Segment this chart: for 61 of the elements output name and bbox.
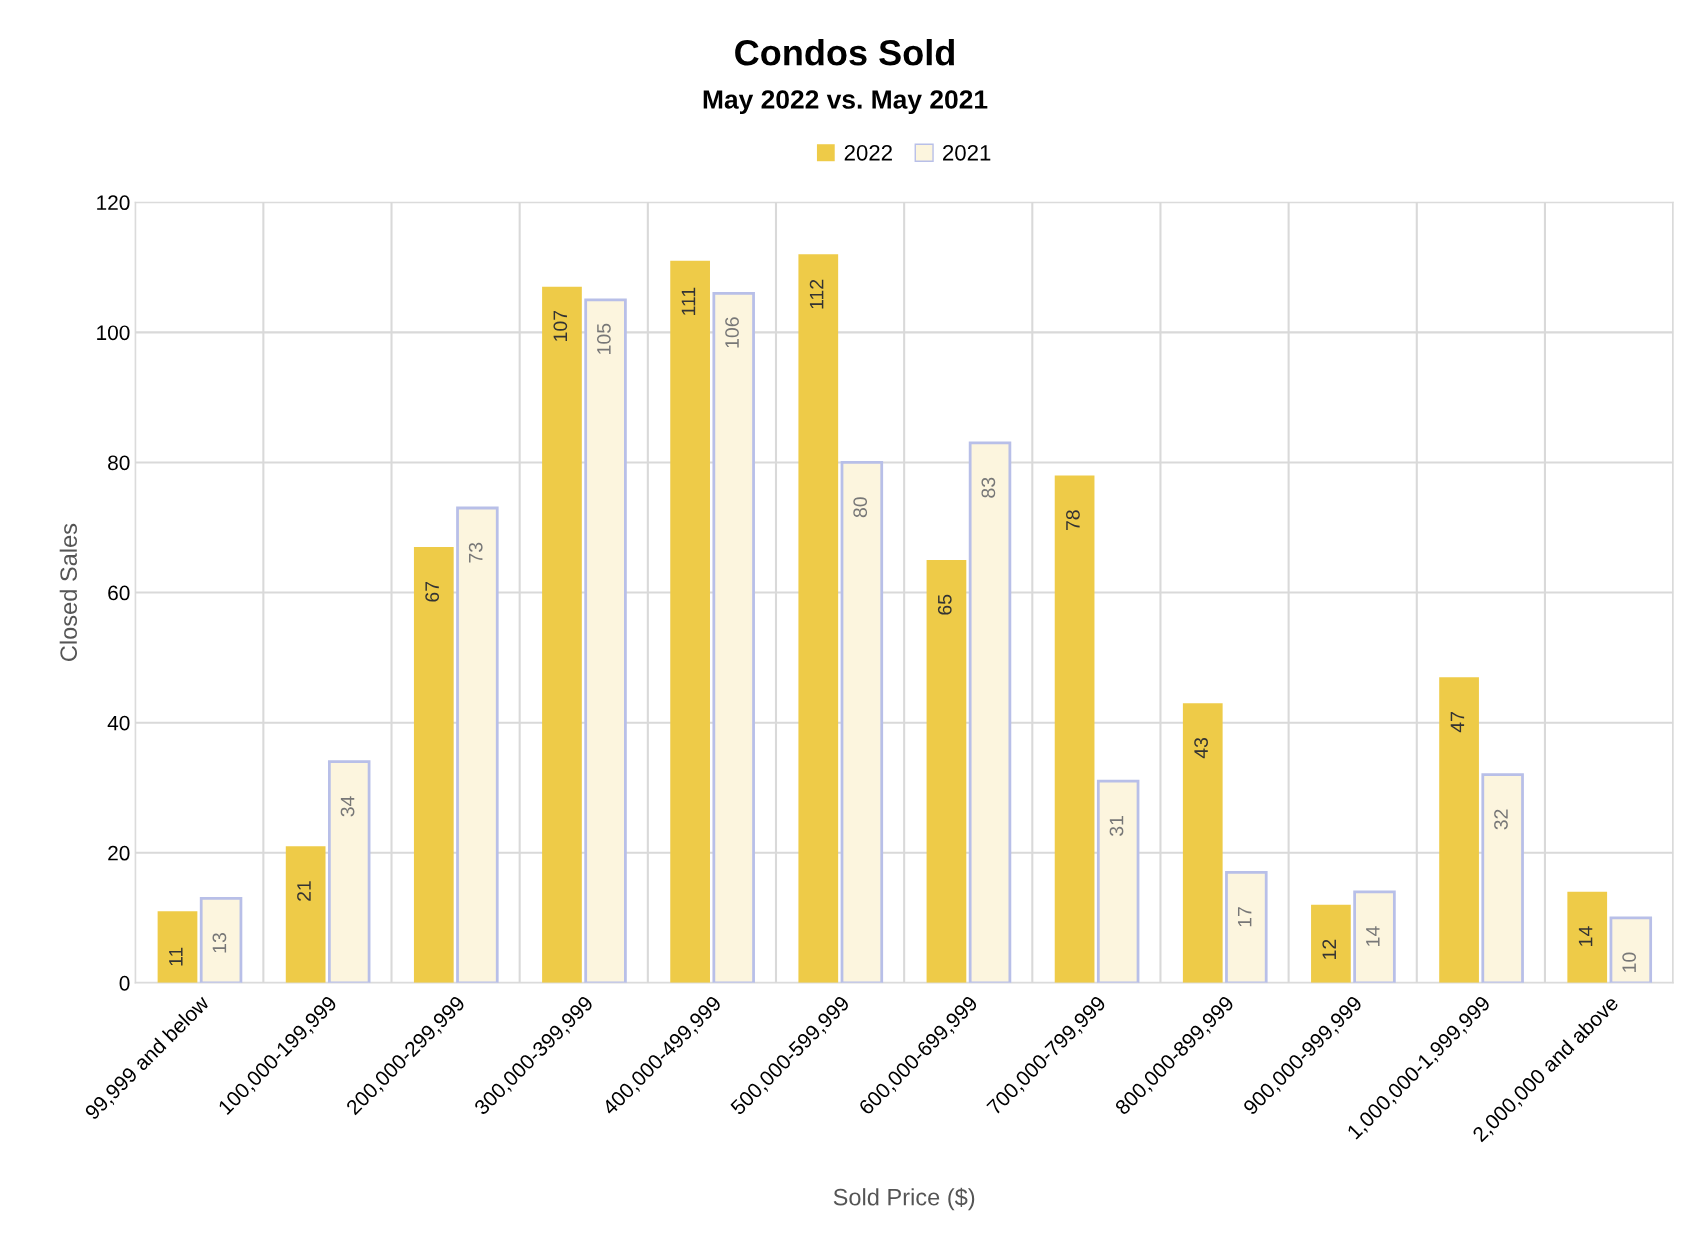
y-tick-label: 60: [108, 585, 130, 601]
data-label: 65: [937, 594, 952, 615]
y-axis-title: Closed Sales: [59, 523, 78, 661]
bar: [1096, 779, 1140, 983]
x-axis-title: Sold Price ($): [833, 1187, 975, 1211]
chart-title: Condos Sold: [735, 39, 954, 66]
bar: [670, 260, 710, 983]
data-label: 67: [425, 581, 440, 602]
data-label: 43: [1194, 737, 1208, 759]
data-label: 21: [297, 881, 311, 901]
bar: [968, 441, 1012, 983]
y-tick-label: 40: [107, 715, 130, 731]
bar: [413, 547, 454, 983]
y-tick-label: 100: [97, 325, 130, 341]
legend-label: 2021: [943, 144, 991, 161]
bar: [712, 291, 755, 983]
data-label: 32: [1494, 809, 1508, 830]
bar: [1182, 703, 1223, 983]
data-label: 47: [1450, 712, 1465, 733]
y-tick-label: 80: [108, 455, 130, 471]
bar: [1609, 916, 1653, 983]
data-label: 73: [468, 542, 483, 563]
data-label: 13: [212, 933, 227, 953]
data-label: 10: [1622, 952, 1637, 972]
bar: [1225, 870, 1268, 983]
data-label: 111: [681, 287, 696, 315]
bar: [798, 254, 839, 983]
bar: [157, 911, 198, 983]
bar: [542, 286, 582, 983]
y-tick-label: 120: [97, 195, 130, 211]
data-label: 112: [809, 279, 824, 309]
data-label: 106: [725, 317, 739, 348]
y-tick-label: 0: [119, 975, 130, 991]
data-label: 83: [981, 477, 996, 498]
bar: [285, 846, 326, 983]
bar: [584, 298, 627, 983]
data-label: 17: [1237, 907, 1252, 927]
bar: [456, 506, 499, 983]
bar: [1481, 773, 1524, 983]
bar: [1311, 904, 1351, 983]
data-label: 14: [1578, 926, 1593, 946]
bar: [327, 760, 371, 983]
chart-subtitle: May 2022 vs. May 2021: [703, 90, 988, 115]
data-label: 34: [340, 796, 355, 817]
legend-label: 2022: [844, 144, 892, 161]
data-label: 12: [1322, 939, 1336, 959]
y-tick-label: 20: [108, 845, 130, 861]
bar: [1439, 677, 1479, 983]
data-label: 80: [853, 497, 868, 518]
data-label: 14: [1366, 926, 1380, 946]
bar: [1567, 891, 1608, 983]
bar: [1353, 890, 1396, 983]
bar: [840, 461, 884, 983]
data-label: 11: [169, 947, 183, 966]
data-label: 78: [1066, 510, 1080, 531]
bar: [199, 896, 243, 983]
data-label: 107: [553, 310, 568, 341]
data-label: 105: [596, 323, 611, 354]
bar: [1054, 475, 1095, 983]
data-label: 31: [1109, 816, 1124, 837]
bar: [926, 560, 967, 983]
